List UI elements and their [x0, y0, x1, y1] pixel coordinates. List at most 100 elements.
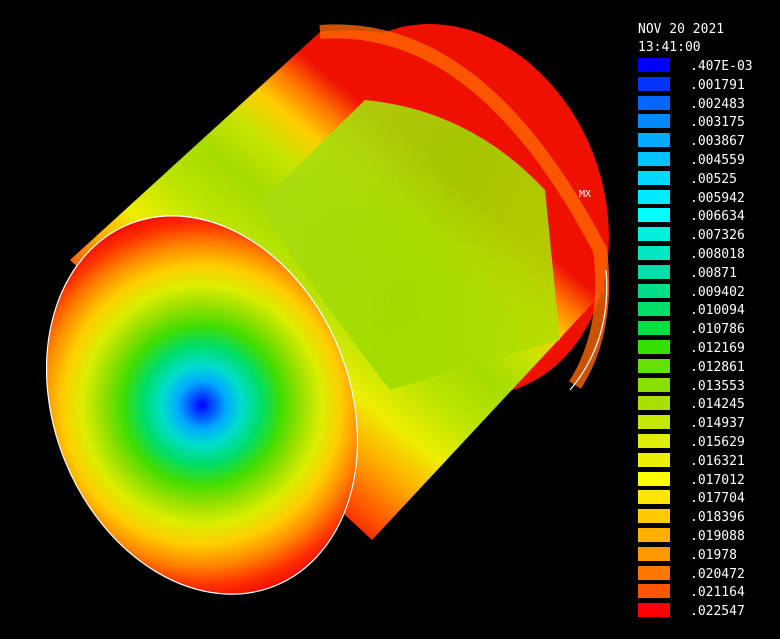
legend-value-label: .014245 [690, 397, 745, 413]
legend-color-swatch [638, 340, 670, 354]
legend-color-swatch [638, 377, 670, 392]
legend-row: .012861 [638, 358, 778, 377]
legend-value-label: .015629 [690, 435, 745, 450]
legend-value-label: .01978 [690, 547, 737, 563]
legend-row: .008018 [638, 245, 778, 264]
legend-row: .012169 [638, 339, 778, 358]
legend-row: .017012 [638, 471, 778, 490]
front-cap-edge [45, 215, 359, 595]
date-label: NOV 20 2021 [638, 22, 725, 37]
legend-row: .407E-03 [638, 57, 778, 76]
legend-value-label: .004559 [690, 153, 745, 168]
legend-row: .003175 [638, 113, 778, 132]
legend-row: .001791 [638, 76, 778, 95]
legend-row: .017704 [638, 489, 778, 508]
legend-color-swatch [638, 264, 670, 279]
legend-color-swatch [638, 471, 670, 486]
back-rim-band [319, 24, 610, 389]
legend-row: .00525 [638, 170, 778, 189]
legend-color-swatch [638, 528, 670, 542]
legend-row: .002483 [638, 95, 778, 114]
legend-row: .015629 [638, 433, 778, 452]
legend-color-swatch [638, 114, 670, 129]
legend-row: .005942 [638, 189, 778, 208]
legend-value-label: .016321 [690, 453, 745, 469]
legend-color-swatch [638, 358, 670, 373]
legend-color-swatch [638, 246, 670, 260]
legend-value-label: .003175 [690, 115, 745, 131]
legend-value-label: .022547 [690, 604, 745, 620]
legend-row: .004559 [638, 151, 778, 170]
legend-row: .010786 [638, 320, 778, 339]
legend-row: .018396 [638, 508, 778, 527]
legend-row: .013553 [638, 377, 778, 396]
legend-value-label: .017012 [690, 472, 745, 488]
legend-value-label: .006634 [690, 209, 745, 225]
legend-color-swatch [638, 490, 670, 505]
legend-value-label: .014937 [690, 416, 745, 432]
legend-row: .003867 [638, 132, 778, 151]
legend-row: .010094 [638, 301, 778, 320]
legend-row: .019088 [638, 527, 778, 546]
legend-value-label: .407E-03 [690, 59, 753, 74]
legend-value-label: .019088 [690, 529, 745, 544]
back-cap-edge [569, 269, 608, 391]
legend-value-label: .021164 [690, 585, 745, 601]
flat-face-region [258, 100, 560, 390]
legend-value-label: .010094 [690, 303, 745, 319]
legend-value-label: .001791 [690, 77, 745, 93]
legend-value-label: .018396 [690, 510, 745, 526]
legend-row: .020472 [638, 565, 778, 584]
legend-row: .00871 [638, 264, 778, 283]
legend-row: .021164 [638, 583, 778, 602]
legend-value-label: .012169 [690, 341, 745, 356]
legend-color-swatch [638, 76, 670, 91]
legend-color-swatch [638, 208, 670, 223]
legend-color-swatch [638, 95, 670, 110]
legend-row: .014245 [638, 395, 778, 414]
legend-color-swatch [638, 302, 670, 317]
legend-color-swatch [638, 227, 670, 242]
legend-color-swatch [638, 415, 670, 430]
legend-value-label: .008018 [690, 247, 745, 262]
legend-color-swatch [638, 584, 670, 599]
legend-color-swatch [638, 434, 670, 448]
legend-row: .014937 [638, 414, 778, 433]
legend-value-label: .013553 [690, 378, 745, 394]
legend-value-label: .00871 [690, 265, 737, 281]
legend-color-swatch [638, 509, 670, 524]
legend-value-label: .003867 [690, 134, 745, 150]
legend-color-swatch [638, 452, 670, 467]
legend-value-label: .009402 [690, 284, 745, 300]
legend-value-label: .017704 [690, 491, 745, 507]
legend-color-swatch [638, 321, 670, 336]
legend-row: .009402 [638, 283, 778, 302]
legend-color-swatch [638, 396, 670, 411]
legend-row: .006634 [638, 207, 778, 226]
legend-value-label: .012861 [690, 359, 745, 375]
legend-value-label: .00525 [690, 171, 737, 187]
legend-color-swatch [638, 565, 670, 580]
legend-color-swatch [638, 546, 670, 561]
legend-value-label: .007326 [690, 228, 745, 244]
time-label: 13:41:00 [638, 40, 701, 55]
legend-value-label: .005942 [690, 190, 745, 206]
legend-row: .022547 [638, 602, 778, 621]
legend-row: .016321 [638, 452, 778, 471]
legend-row: .01978 [638, 546, 778, 565]
front-end-cap [46, 215, 358, 595]
legend-row: .007326 [638, 226, 778, 245]
legend-value-label: .010786 [690, 322, 745, 338]
legend-color-swatch [638, 58, 670, 72]
legend-color-swatch [638, 603, 670, 618]
legend-color-swatch [638, 189, 670, 204]
legend-color-swatch [638, 283, 670, 298]
legend-value-label: .020472 [690, 566, 745, 582]
legend-color-swatch [638, 170, 670, 185]
legend-value-label: .002483 [690, 96, 745, 112]
legend-color-swatch [638, 152, 670, 166]
max-value-marker: MX [579, 189, 592, 200]
legend-color-swatch [638, 133, 670, 148]
